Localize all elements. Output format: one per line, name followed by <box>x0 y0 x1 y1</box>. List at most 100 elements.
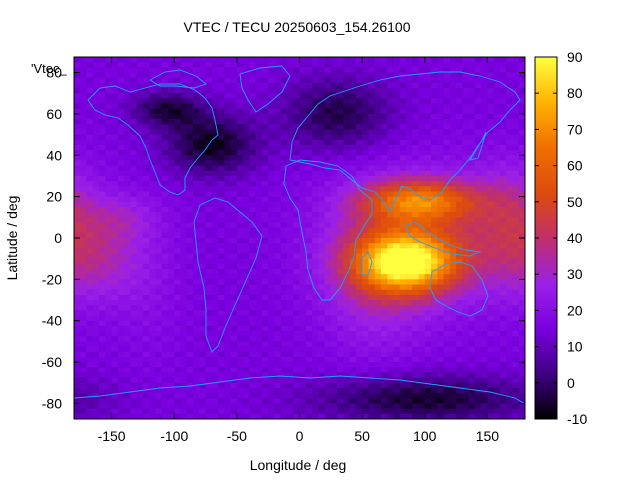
heatmap-cell <box>431 98 438 105</box>
heatmap-cell <box>124 191 131 198</box>
heatmap-cell <box>456 238 463 244</box>
heatmap-cell <box>124 413 131 419</box>
heatmap-cell <box>318 279 326 286</box>
heatmap-cell <box>506 362 514 368</box>
heatmap-cell <box>80 108 88 115</box>
heatmap-cell <box>330 217 338 224</box>
heatmap-cell <box>124 134 131 141</box>
heatmap-cell <box>274 258 282 265</box>
heatmap-cell <box>418 82 426 89</box>
heatmap-cell <box>86 398 94 405</box>
heatmap-cell <box>518 315 525 322</box>
heatmap-cell <box>324 341 332 348</box>
heatmap-cell <box>86 144 94 151</box>
heatmap-cell <box>218 88 225 94</box>
heatmap-cell <box>136 351 144 358</box>
heatmap-cell <box>174 279 182 286</box>
heatmap-cell <box>456 134 463 141</box>
heatmap-cell <box>518 196 525 203</box>
heatmap-cell <box>174 305 182 311</box>
heatmap-cell <box>74 150 81 156</box>
heatmap-cell <box>99 88 106 94</box>
heatmap-cell <box>437 351 445 358</box>
heatmap-cell <box>512 67 520 74</box>
heatmap-cell <box>174 300 182 306</box>
heatmap-cell <box>374 144 382 151</box>
heatmap-cell <box>474 186 482 193</box>
heatmap-cell <box>380 160 388 167</box>
heatmap-cell <box>443 139 451 146</box>
heatmap-cell <box>286 336 294 343</box>
heatmap-cell <box>324 238 332 244</box>
heatmap-cell <box>255 212 263 218</box>
heatmap-cell <box>142 175 150 182</box>
heatmap-cell <box>92 382 100 389</box>
heatmap-cell <box>161 119 169 125</box>
heatmap-cell <box>167 398 175 405</box>
heatmap-cell <box>136 67 144 74</box>
heatmap-cell <box>230 294 238 301</box>
heatmap-cell <box>180 232 188 239</box>
heatmap-cell <box>124 77 131 84</box>
heatmap-cell <box>280 341 288 348</box>
heatmap-cell <box>117 336 125 343</box>
heatmap-cell <box>431 150 438 156</box>
heatmap-cell <box>387 320 395 327</box>
heatmap-cell <box>380 310 388 317</box>
heatmap-cell <box>261 103 269 110</box>
heatmap-cell <box>268 139 276 146</box>
heatmap-cell <box>274 310 282 317</box>
heatmap-cell <box>405 119 413 125</box>
heatmap-cell <box>293 300 301 306</box>
heatmap-cell <box>499 362 507 368</box>
heatmap-cell <box>337 217 344 224</box>
heatmap-cell <box>362 269 369 275</box>
heatmap-cell <box>80 62 88 68</box>
heatmap-cell <box>437 289 445 296</box>
heatmap-cell <box>224 206 232 213</box>
heatmap-cell <box>499 372 507 379</box>
heatmap-cell <box>330 201 338 208</box>
heatmap-cell <box>481 62 489 68</box>
heatmap-cell <box>193 155 200 162</box>
heatmap-cell <box>99 62 106 68</box>
heatmap-cell <box>130 372 138 379</box>
heatmap-cell <box>487 315 495 322</box>
heatmap-cell <box>167 129 175 136</box>
heatmap-cell <box>368 134 376 141</box>
heatmap-cell <box>368 408 376 415</box>
heatmap-cell <box>211 150 219 156</box>
heatmap-cell <box>136 310 144 317</box>
heatmap-cell <box>180 88 188 94</box>
heatmap-cell <box>512 144 520 151</box>
heatmap-cell <box>337 98 344 105</box>
heatmap-cell <box>268 377 276 384</box>
heatmap-cell <box>180 382 188 389</box>
heatmap-cell <box>261 155 269 162</box>
heatmap-cell <box>468 408 476 415</box>
heatmap-cell <box>462 170 470 177</box>
heatmap-cell <box>92 248 100 255</box>
heatmap-cell <box>330 98 338 105</box>
heatmap-cell <box>224 62 232 68</box>
heatmap-cell <box>318 129 326 136</box>
heatmap-cell <box>243 139 250 146</box>
heatmap-cell <box>249 222 257 229</box>
heatmap-cell <box>355 160 363 167</box>
heatmap-cell <box>368 57 376 63</box>
heatmap-cell <box>268 134 276 141</box>
heatmap-cell <box>424 258 432 265</box>
heatmap-cell <box>117 346 125 353</box>
heatmap-cell <box>80 387 88 394</box>
heatmap-cell <box>268 362 276 368</box>
heatmap-cell <box>418 341 426 348</box>
heatmap-cell <box>481 77 489 84</box>
heatmap-cell <box>136 382 144 389</box>
heatmap-cell <box>149 108 157 115</box>
heatmap-cell <box>280 362 288 368</box>
heatmap-cell <box>86 222 94 229</box>
heatmap-cell <box>387 67 395 74</box>
heatmap-cell <box>80 165 88 172</box>
heatmap-cell <box>268 387 276 394</box>
heatmap-cell <box>512 170 520 177</box>
